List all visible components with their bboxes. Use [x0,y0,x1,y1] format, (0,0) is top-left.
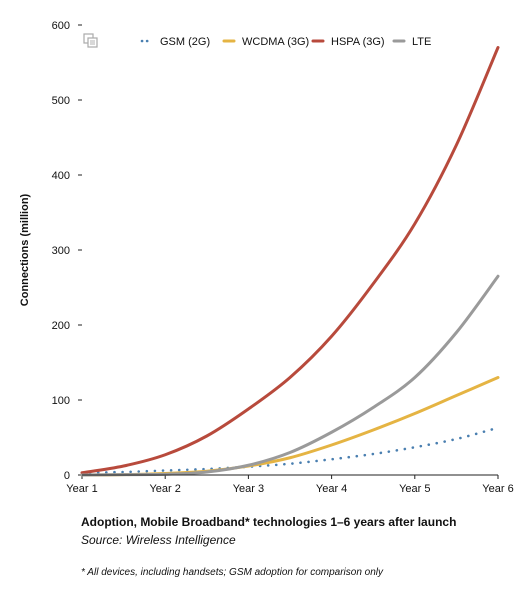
legend-item-gsm-2g: GSM (2G) [140,36,210,48]
legend: GSM (2G) WCDMA (3G) HSPA (3G) LTE [140,36,431,48]
legend-label: GSM (2G) [160,36,210,48]
series-lines [80,46,500,477]
chart-caption-title: Adoption, Mobile Broadband* technologies… [81,515,457,529]
legend-item-hspa-3g: HSPA (3G) [311,36,385,48]
y-tick-label: 300 [52,245,70,257]
y-tick-label: 200 [52,320,70,332]
x-tick-label: Year 3 [233,483,264,495]
x-axis-ticks: Year 1 Year 2 Year 3 Year 4 Year 5 Year 6 [66,475,514,495]
legend-label: LTE [412,36,431,48]
x-tick-label: Year 5 [399,483,430,495]
series-line-lte [80,274,500,477]
y-axis-ticks: 0 100 200 300 400 500 600 [52,20,82,482]
y-tick-label: 600 [52,20,70,32]
y-tick-label: 500 [52,95,70,107]
legend-label: WCDMA (3G) [242,36,309,48]
legend-label: HSPA (3G) [331,36,385,48]
series-line-gsm-2g [80,426,500,475]
legend-item-wcdma-3g: WCDMA (3G) [222,36,309,48]
x-tick-label: Year 4 [316,483,347,495]
series-line-hspa-3g [80,46,500,475]
x-tick-label: Year 6 [482,483,513,495]
y-tick-label: 400 [52,170,70,182]
legend-item-lte: LTE [392,36,431,48]
x-tick-label: Year 2 [149,483,180,495]
chart-caption-footnote: * All devices, including handsets; GSM a… [81,567,384,578]
y-tick-label: 100 [52,395,70,407]
chart-frame-icon [83,33,98,48]
x-tick-label: Year 1 [66,483,97,495]
y-tick-label: 0 [64,470,70,482]
chart-caption-source: Source: Wireless Intelligence [81,533,236,547]
y-axis-title: Connections (million) [19,193,31,306]
